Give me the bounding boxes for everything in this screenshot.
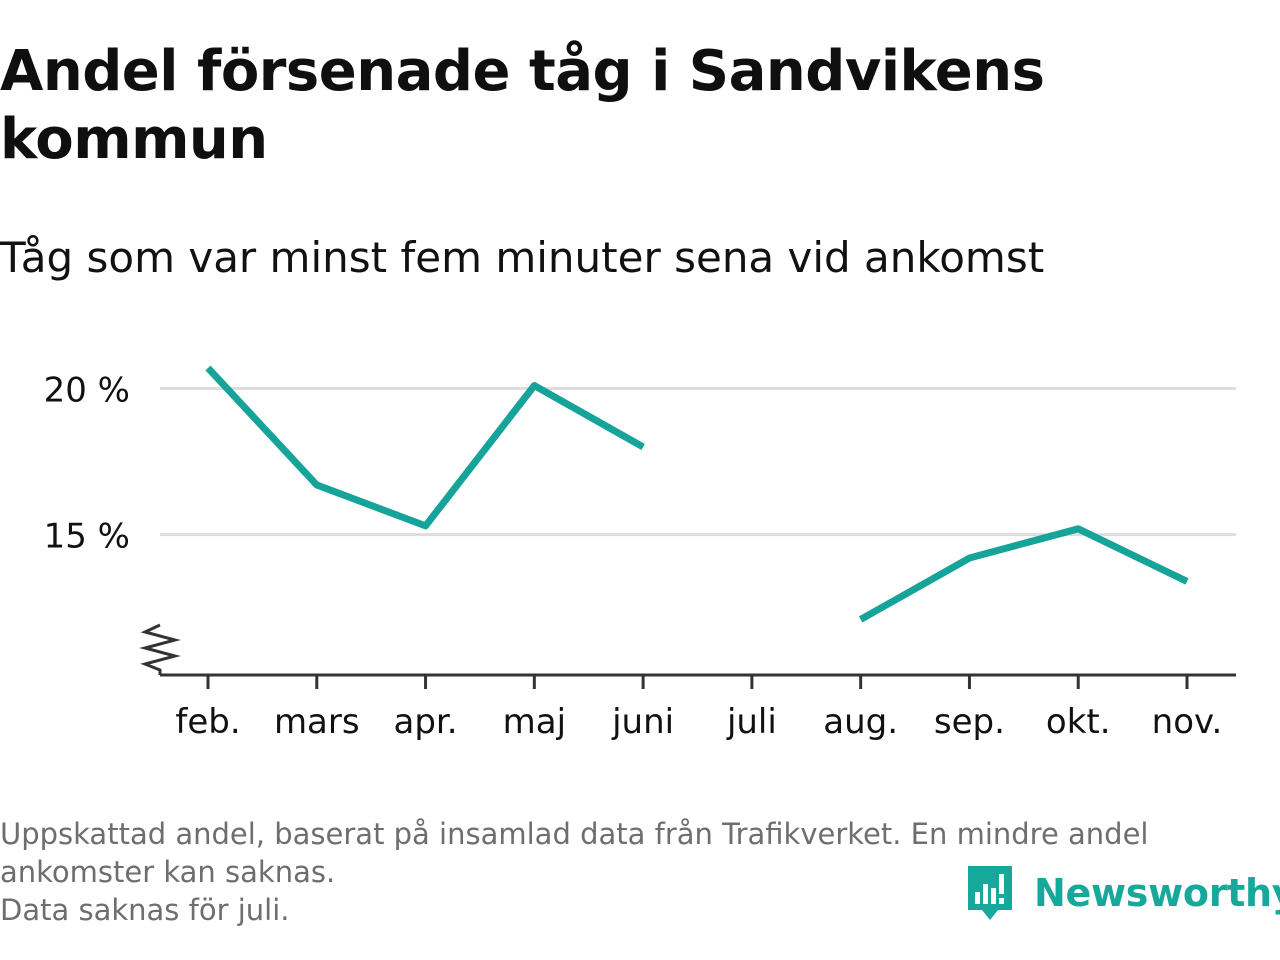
footer-line-3: Data saknas för juli. (0, 893, 290, 927)
brand-name: Newsworthy (1034, 871, 1280, 915)
x-tick-label: maj (503, 702, 566, 742)
y-axis-break-icon (139, 623, 181, 675)
brand-logo: Newsworthy (964, 862, 1280, 924)
footer-line-2: ankomster kan saknas. (0, 855, 336, 889)
series-line (858, 525, 1189, 623)
x-tick-label: okt. (1046, 702, 1111, 742)
series-line (205, 365, 645, 530)
chart-subtitle: Tåg som var minst fem minuter sena vid a… (0, 233, 1045, 282)
x-tick-label: juli (726, 702, 777, 742)
x-tick-label: aug. (823, 702, 898, 742)
footer-line-1: Uppskattad andel, baserat på insamlad da… (0, 817, 1149, 851)
newsworthy-logo-icon (968, 866, 1012, 920)
y-axis-ticks: 15 % 20 % (44, 370, 130, 556)
gridlines (160, 386, 1236, 537)
x-axis (139, 623, 1236, 677)
x-tick-label: juni (611, 702, 674, 742)
x-tick-label: apr. (394, 702, 458, 742)
x-tick-label: sep. (934, 702, 1005, 742)
x-tick-label: feb. (175, 702, 240, 742)
x-tick-label: nov. (1152, 702, 1223, 742)
x-axis-ticks: feb. mars apr. maj juni juli aug. sep. okt. nov. (175, 675, 1222, 742)
x-tick-label: mars (274, 702, 360, 742)
y-tick-label: 15 % (44, 517, 130, 557)
y-tick-label: 20 % (44, 370, 130, 410)
footer-note: Uppskattad andel, baserat på insamlad da… (0, 815, 1270, 929)
series-lines (205, 365, 1189, 623)
chart-title: Andel försenade tåg i Sandvikens kommun (0, 39, 1045, 172)
